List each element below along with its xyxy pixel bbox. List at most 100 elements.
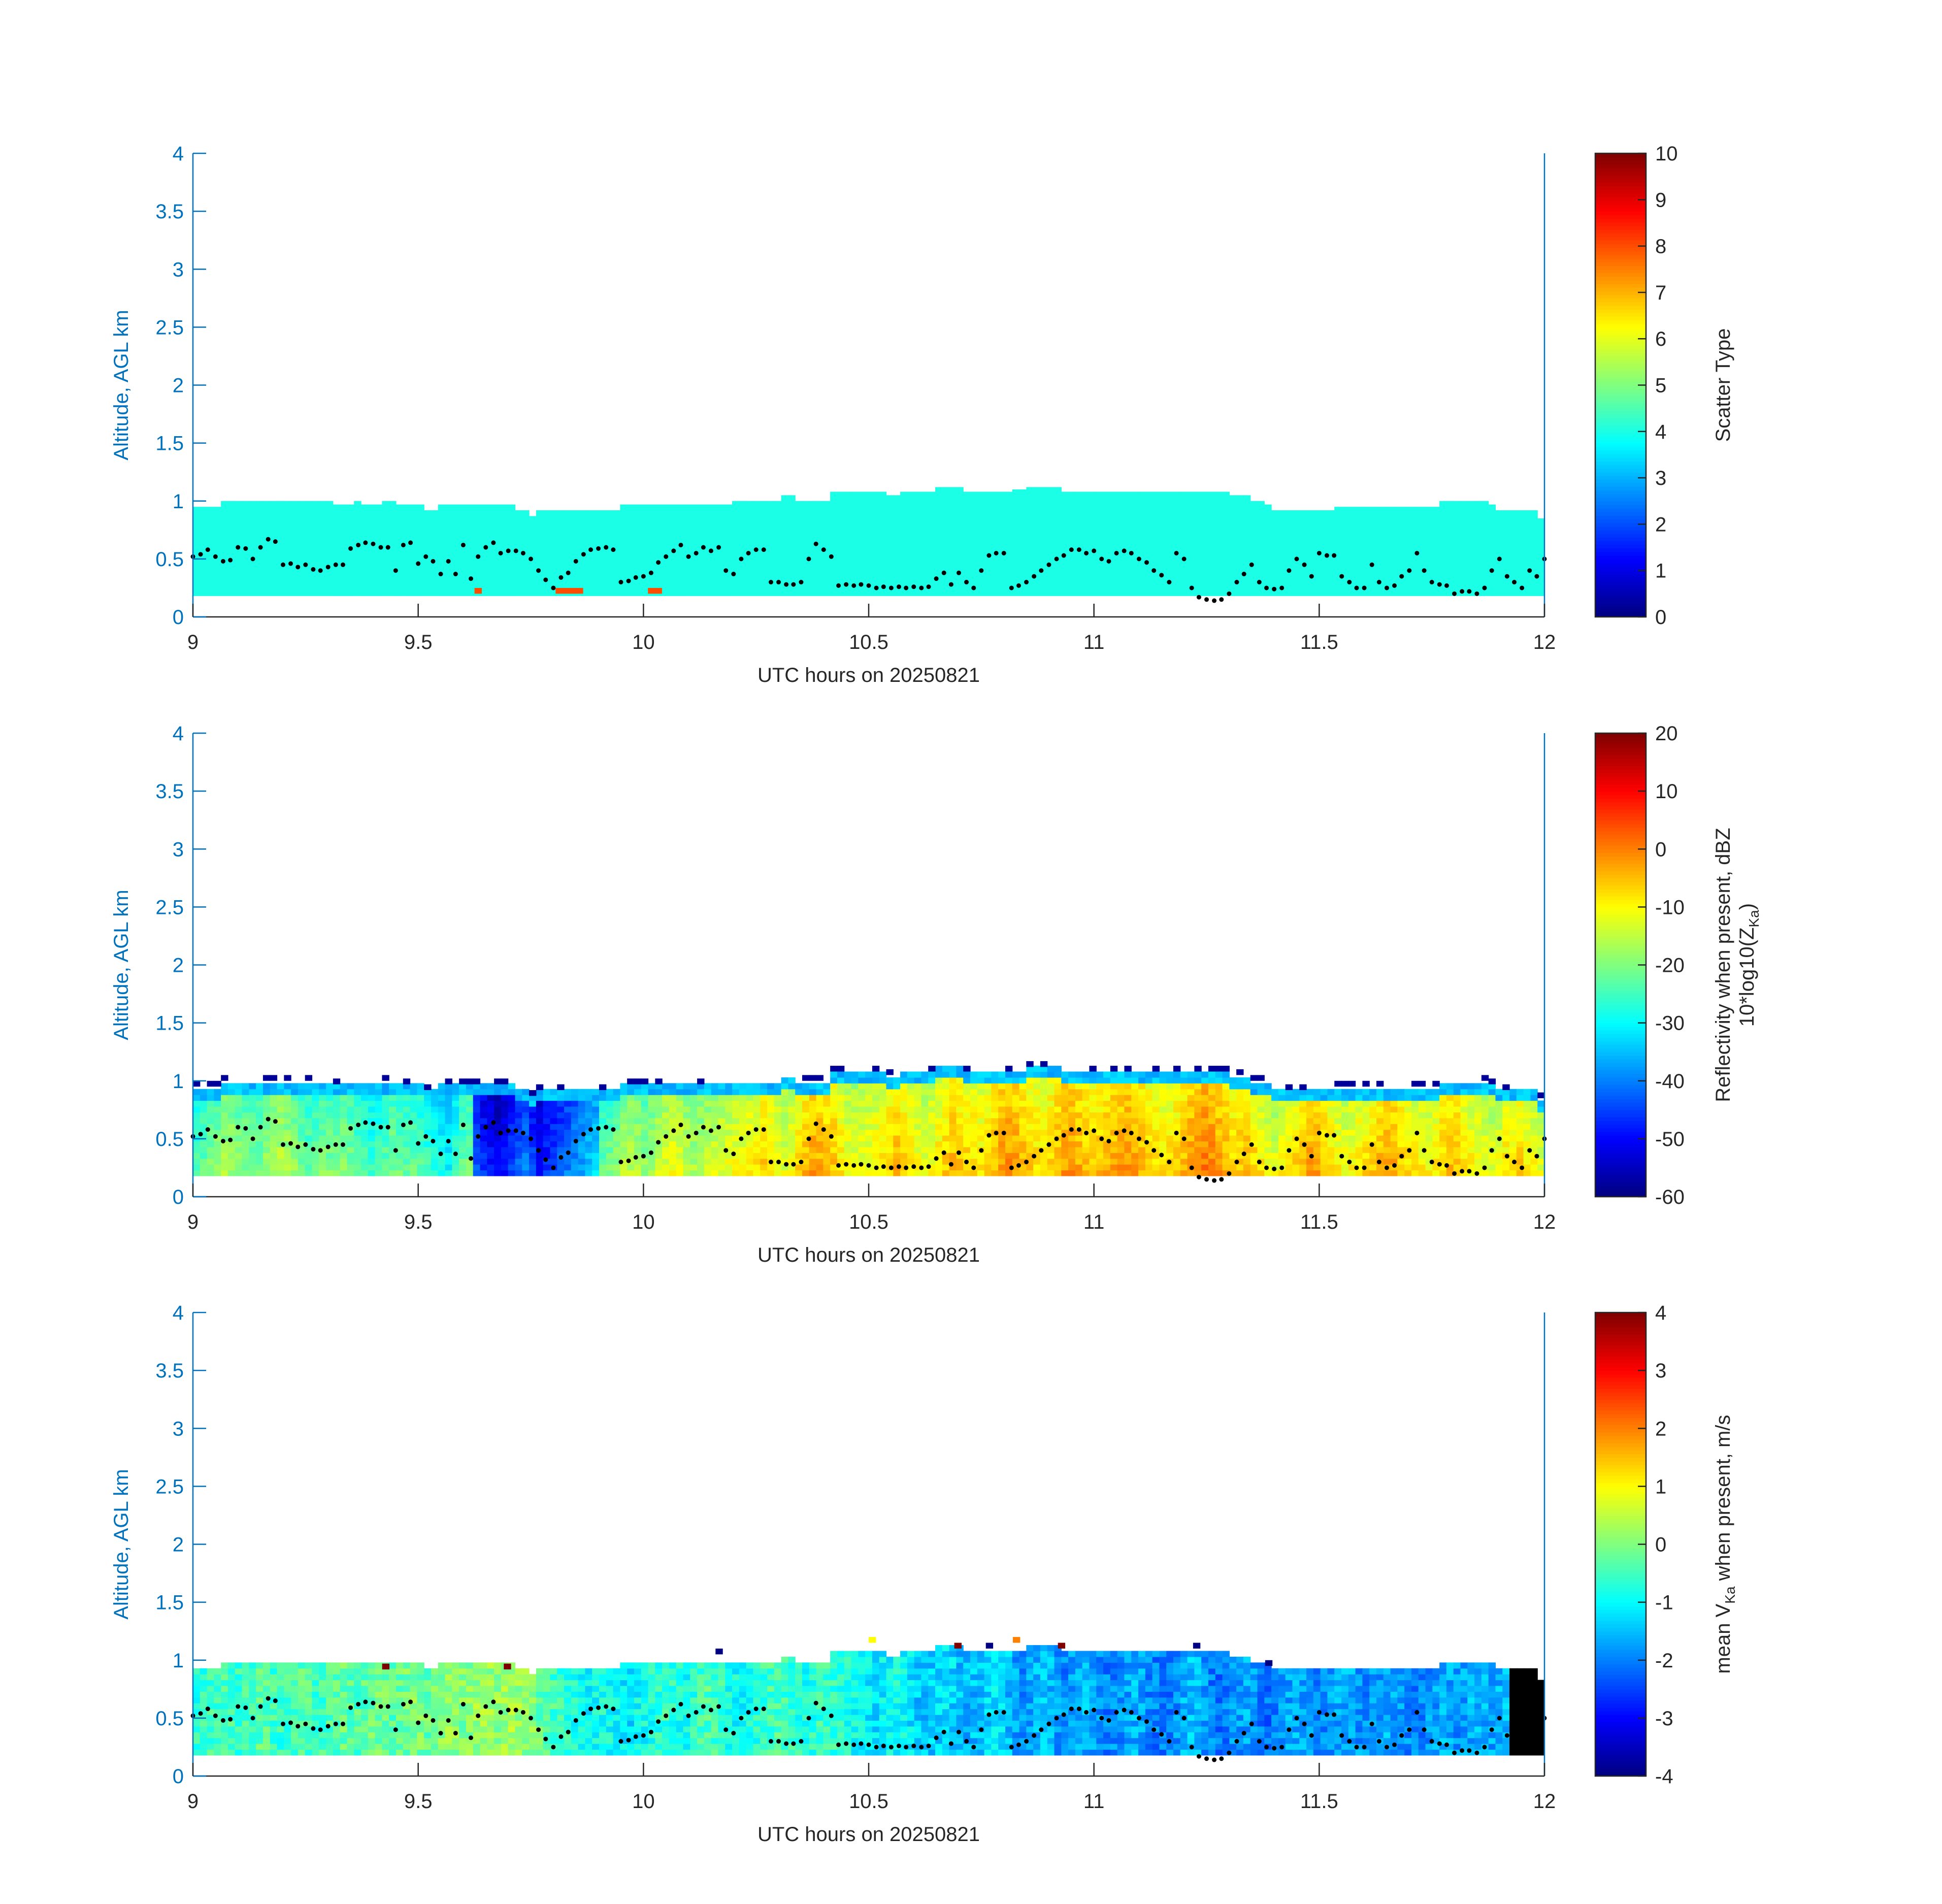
colorbar-tick-label: -60 xyxy=(1655,1186,1685,1208)
heatmap-cell xyxy=(627,1118,635,1124)
heatmap-cell xyxy=(1495,1106,1503,1112)
cloud-base-dot xyxy=(1136,556,1141,562)
heatmap-cell xyxy=(1453,1118,1461,1124)
heatmap-cell xyxy=(1474,1083,1482,1090)
heatmap-cell xyxy=(1012,1071,1020,1078)
heatmap-cell xyxy=(1446,1118,1454,1124)
heatmap-cell xyxy=(221,1083,228,1090)
heatmap-cell xyxy=(907,1118,915,1124)
colorbar-tick-label: 10 xyxy=(1655,780,1678,803)
heatmap-cell xyxy=(1040,1118,1048,1124)
heatmap-cell xyxy=(1453,1100,1461,1107)
cloud-base-dot xyxy=(768,580,773,585)
heatmap-cell xyxy=(739,1124,747,1130)
heatmap-cell xyxy=(620,1135,628,1142)
cloud-base-dot xyxy=(979,1148,984,1153)
cloud-base-dot xyxy=(423,1134,429,1139)
heatmap-cell xyxy=(1264,1158,1272,1165)
heatmap-cell xyxy=(669,1153,677,1159)
heatmap-cell xyxy=(515,1685,522,1692)
heatmap-cell xyxy=(865,1089,873,1095)
heatmap-column xyxy=(942,487,950,596)
heatmap-cell xyxy=(431,1089,439,1095)
heatmap-cell xyxy=(991,1146,999,1153)
colorbar-segment xyxy=(1595,834,1646,839)
heatmap-cell xyxy=(1467,1100,1475,1107)
heatmap-cell xyxy=(262,1662,271,1669)
heatmap-column xyxy=(648,504,655,596)
heatmap-cell xyxy=(298,1124,306,1130)
heatmap-cell xyxy=(676,1158,684,1165)
heatmap-cell xyxy=(1530,1106,1538,1112)
heatmap-cell xyxy=(235,1720,243,1727)
heatmap-cell xyxy=(725,1112,733,1119)
heatmap-cell xyxy=(746,1164,754,1171)
cloud-base-dot xyxy=(1339,1154,1344,1159)
colorbar-segment xyxy=(1595,570,1646,574)
heatmap-cell xyxy=(844,1129,852,1136)
heatmap-cell xyxy=(1075,1089,1083,1095)
heatmap-cell xyxy=(1516,1158,1524,1165)
heatmap-cell xyxy=(1446,1106,1454,1112)
heatmap-cell xyxy=(200,1118,208,1124)
heatmap-cell xyxy=(1131,1146,1139,1153)
heatmap-cell xyxy=(529,1129,537,1136)
heatmap-cell xyxy=(557,1112,565,1119)
heatmap-cell xyxy=(984,1141,992,1147)
cloud-base-dot xyxy=(280,562,285,567)
heatmap-cell xyxy=(620,1124,628,1130)
heatmap-cell xyxy=(879,1100,887,1107)
heatmap-cell xyxy=(1369,1118,1377,1124)
heatmap-cell xyxy=(1446,1129,1454,1136)
heatmap-cell xyxy=(312,1141,319,1147)
heatmap-column xyxy=(1467,501,1475,596)
heatmap-cell xyxy=(277,1164,284,1171)
cloud-base-dot xyxy=(836,583,841,588)
heatmap-cell xyxy=(571,1146,579,1153)
heatmap-cell xyxy=(270,1732,278,1738)
heatmap-cell xyxy=(312,1697,319,1703)
heatmap-cell xyxy=(935,1095,943,1101)
heatmap-cell xyxy=(1516,1124,1524,1130)
cloud-base-dot xyxy=(273,1119,278,1124)
heatmap-cell xyxy=(970,1129,978,1136)
heatmap-cell xyxy=(1124,1158,1132,1165)
heatmap-cell xyxy=(1376,1089,1384,1095)
colorbar-segment xyxy=(1595,1164,1646,1168)
heatmap-cell xyxy=(809,1129,817,1136)
heatmap-cell xyxy=(1229,1129,1237,1136)
heatmap-cell xyxy=(452,1164,459,1171)
heatmap-cell xyxy=(942,1118,950,1124)
heatmap-cell xyxy=(725,1170,733,1176)
heatmap-cell xyxy=(410,1744,417,1750)
heatmap-cell xyxy=(760,1141,768,1147)
heatmap-cell xyxy=(361,1100,369,1107)
heatmap-cell xyxy=(585,1095,593,1101)
heatmap-cell xyxy=(557,1744,565,1750)
heatmap-cell xyxy=(207,1749,214,1756)
heatmap-cell xyxy=(417,1118,424,1124)
heatmap-cell xyxy=(774,1146,782,1153)
cloud-base-dot xyxy=(791,582,796,587)
heatmap-cell xyxy=(1481,1083,1489,1090)
heatmap-cell xyxy=(368,1737,376,1744)
heatmap-cell xyxy=(424,1118,432,1124)
heatmap-cell xyxy=(1138,1089,1146,1095)
heatmap-cell xyxy=(1488,1089,1496,1095)
heatmap-cell xyxy=(438,1095,446,1101)
heatmap-cell xyxy=(431,1732,439,1738)
colorbar-segment xyxy=(1595,983,1646,988)
heatmap-cell xyxy=(452,1129,459,1136)
heatmap-cell xyxy=(977,1164,985,1171)
colorbar-segment xyxy=(1595,780,1646,784)
heatmap-cell xyxy=(1502,1129,1510,1136)
heatmap-cell xyxy=(1516,1100,1524,1107)
heatmap-cell xyxy=(676,1146,684,1153)
cloud-base-dot xyxy=(986,553,992,558)
heatmap-cell xyxy=(935,1066,943,1072)
heatmap-cell xyxy=(1390,1100,1398,1107)
heatmap-column xyxy=(984,491,992,596)
heatmap-cell xyxy=(1509,1095,1517,1101)
heatmap-cell xyxy=(256,1100,264,1107)
heatmap-cell xyxy=(1054,1164,1062,1171)
